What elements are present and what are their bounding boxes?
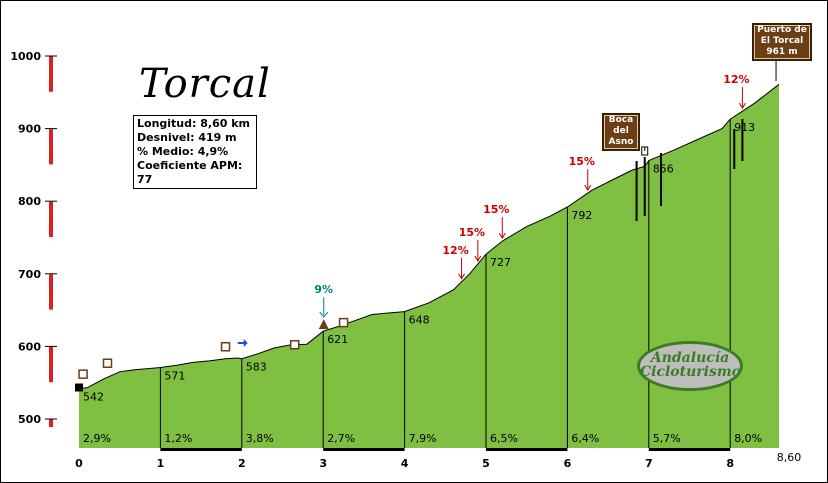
steep-arrow-head	[498, 232, 506, 240]
house-icon	[78, 369, 88, 379]
y-tick-label: 500	[18, 413, 41, 426]
stats-box: Longitud: 8,60 km Desnivel: 419 m % Medi…	[133, 115, 257, 189]
sign-puerto-line3: 961 m	[766, 47, 798, 57]
x-tick-label: 4	[401, 457, 409, 470]
alt-bar-white	[48, 237, 54, 275]
y-tick-label: 800	[18, 195, 41, 208]
base-bar-segment	[648, 448, 731, 451]
base-bar-segment	[486, 448, 568, 451]
segment-gradient-label: 6,4%	[571, 432, 599, 445]
start-marker-icon	[75, 383, 83, 392]
x-tick-label: 6	[564, 457, 572, 470]
steep-arrow-head	[584, 184, 592, 192]
km-altitude-label: 571	[164, 369, 185, 382]
logo-line1: Andalucía	[650, 350, 730, 366]
steep-gradient-label: 15%	[459, 226, 485, 239]
stat-coef: Coeficiente APM: 77	[137, 159, 243, 186]
sign-puerto-line1: Puerto de	[757, 25, 807, 35]
km-altitude-label: 542	[83, 391, 104, 404]
sign-boca-del-asno: Boca del Asno	[602, 113, 640, 151]
base-bar	[79, 448, 780, 451]
base-bar-segment	[323, 448, 405, 451]
segment-gradient-label: 6,5%	[490, 432, 518, 445]
y-tick-label: 600	[18, 340, 41, 353]
km-altitude-label: 583	[246, 361, 267, 374]
logo-line2: Cicloturismo	[640, 364, 742, 380]
y-tick-label: 700	[18, 268, 41, 281]
x-tick-label: 3	[319, 457, 327, 470]
x-tick-label: 2	[238, 457, 246, 470]
x-tick-label: 5	[482, 457, 490, 470]
km-altitude-label: 792	[571, 209, 592, 222]
max-arrow-head	[319, 311, 329, 318]
segment-gradient-label: 3,8%	[246, 432, 274, 445]
steep-gradient-label: 15%	[483, 203, 509, 216]
blue-arrow-icon	[237, 339, 248, 348]
steep-gradient-label: 12%	[442, 244, 468, 257]
segment-gradient-label: 5,7%	[653, 432, 681, 445]
restaurant-icon	[102, 358, 113, 369]
alt-bar-red	[49, 201, 53, 238]
restaurant-icon	[220, 341, 231, 352]
stat-gain: Desnivel: 419 m	[137, 131, 237, 144]
y-tick-label: 1000	[10, 50, 41, 63]
tent-icon	[318, 319, 329, 330]
km-altitude-label: 648	[409, 314, 430, 327]
sign-boca-line1: Boca	[608, 115, 634, 125]
alt-bar-red	[49, 346, 53, 383]
profile-area	[79, 84, 780, 449]
alt-bar-red	[49, 419, 53, 427]
alt-bar-white	[48, 91, 54, 130]
steep-gradient-label: 12%	[723, 73, 749, 86]
sign-puerto-el-torcal: Puerto de El Torcal 961 m	[752, 23, 812, 61]
x-tick-label: 7	[645, 457, 653, 470]
x-tick-label: 1	[157, 457, 165, 470]
alt-bar-red	[49, 128, 53, 165]
steep-gradient-label: 15%	[569, 155, 595, 168]
junction-icon	[338, 317, 349, 328]
junction-icon	[289, 340, 300, 350]
chart-title: Torcal	[139, 61, 271, 107]
km-altitude-label: 913	[734, 121, 755, 134]
x-end-label: 8,60	[777, 451, 802, 464]
base-bar-segment	[160, 448, 242, 451]
steep-arrow-head	[474, 255, 482, 262]
andalucia-cicloturismo-logo: Andalucía Cicloturismo	[637, 341, 743, 391]
sign-boca-line3: Asno	[608, 137, 634, 147]
alt-bar-white	[48, 309, 54, 347]
km-altitude-label: 856	[653, 163, 674, 176]
stat-length: Longitud: 8,60 km	[137, 117, 250, 130]
alt-bar-red	[49, 273, 53, 311]
segment-gradient-label: 2,9%	[83, 432, 111, 445]
segment-gradient-label: 8,0%	[734, 432, 762, 445]
steep-arrow-head	[738, 102, 746, 110]
steep-arrow-head	[458, 273, 466, 280]
x-tick-label: 8	[726, 457, 734, 470]
segment-gradient-label: 2,7%	[327, 432, 355, 445]
alt-bar-white	[48, 382, 54, 420]
alt-bar-red	[49, 56, 53, 93]
segment-gradient-label: 7,9%	[409, 432, 437, 445]
max-gradient-label: 9%	[314, 283, 333, 296]
y-tick-label: 900	[18, 123, 41, 136]
km-altitude-label: 621	[327, 333, 348, 346]
x-tick-label: 0	[75, 457, 83, 470]
sign-puerto-line2: El Torcal	[760, 36, 804, 46]
sign-boca-line2: del	[613, 126, 629, 136]
km-altitude-label: 727	[490, 256, 511, 269]
alt-bar-white	[48, 164, 54, 202]
stat-avg: % Medio: 4,9%	[137, 145, 229, 158]
segment-gradient-label: 1,2%	[164, 432, 192, 445]
